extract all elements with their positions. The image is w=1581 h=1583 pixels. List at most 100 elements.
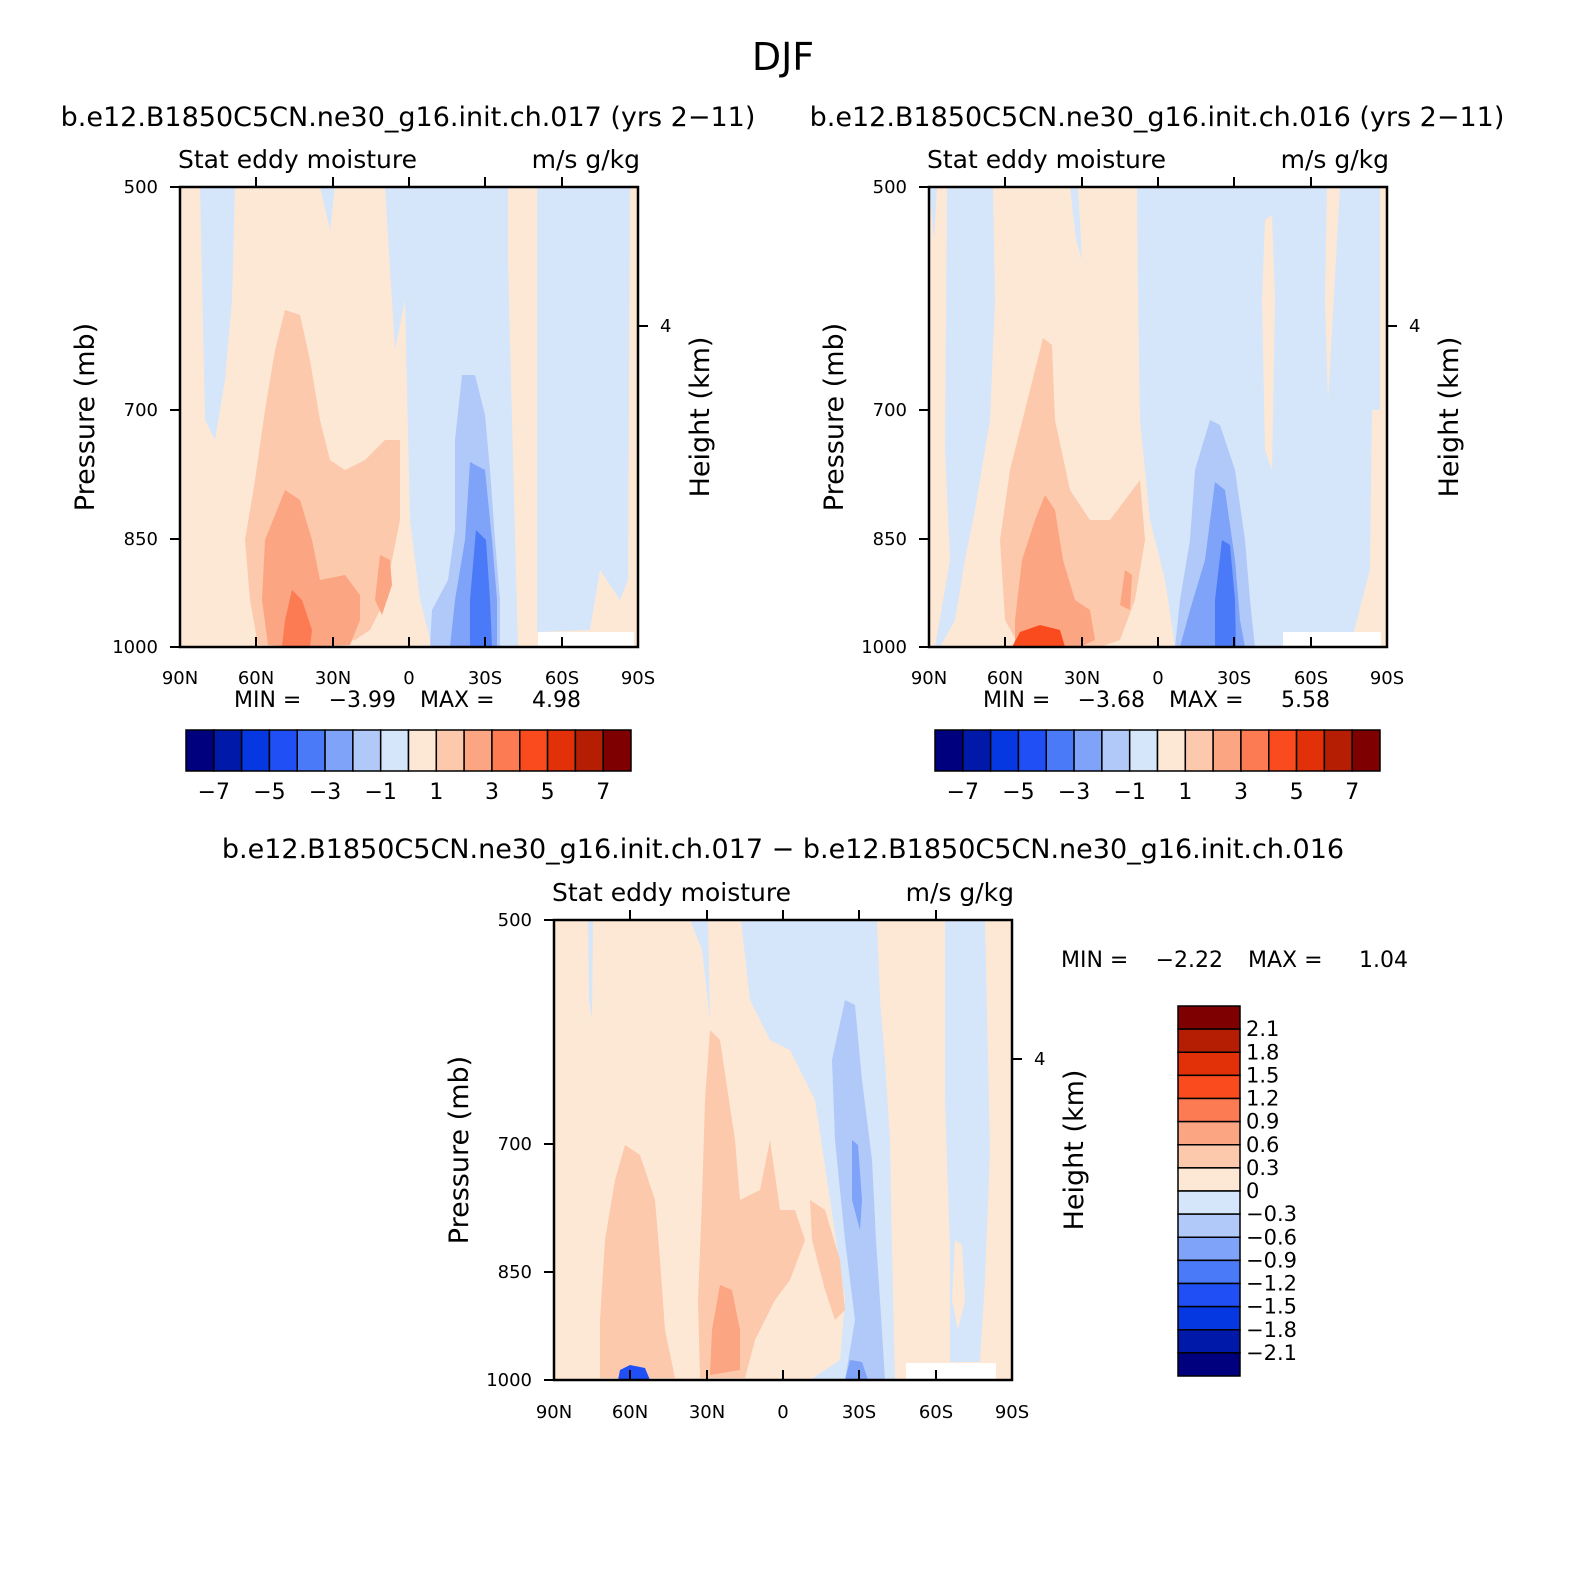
colorbar-box xyxy=(435,729,465,772)
colorbar-box xyxy=(1177,1329,1241,1354)
panel-difference: b.e12.B1850C5CN.ne30_g16.init.ch.017 − b… xyxy=(222,834,1408,1423)
colorbar-box xyxy=(1177,1005,1241,1030)
y2-axis-label: Height (km) xyxy=(1434,337,1465,498)
colorbar-box xyxy=(962,729,992,772)
x-tick-label: 0 xyxy=(777,1402,788,1423)
colorbar-label: 3 xyxy=(1234,780,1248,805)
y-tick-label: 850 xyxy=(498,1262,532,1283)
y-axis-label: Pressure (mb) xyxy=(819,323,850,511)
min-value: −2.22 xyxy=(1156,948,1223,973)
colorbar-label: 1 xyxy=(1178,780,1192,805)
colorbar-box xyxy=(379,729,410,772)
colorbar-box xyxy=(213,729,243,772)
missing-data-patch xyxy=(906,1363,996,1380)
max-label: MAX = xyxy=(420,688,495,713)
y2-axis-label: Height (km) xyxy=(685,337,716,498)
field-region-positive xyxy=(1120,570,1132,610)
colorbar-box xyxy=(463,729,493,772)
colorbar-label: 3 xyxy=(485,780,499,805)
x-tick-label: 30S xyxy=(1217,668,1251,689)
field-region-negative xyxy=(618,1365,650,1380)
colorbar-label: 1 xyxy=(429,780,443,805)
y-tick-label: 850 xyxy=(124,529,158,550)
x-axis-ticks xyxy=(179,177,639,647)
figure-title: DJF xyxy=(752,35,814,79)
colorbar-label: −1.8 xyxy=(1246,1318,1297,1342)
max-value: 5.58 xyxy=(1281,688,1330,713)
panel-subtitle-right: m/s g/kg xyxy=(906,878,1014,907)
y2-axis-label: Height (km) xyxy=(1059,1070,1090,1231)
field-region-negative xyxy=(470,530,492,647)
min-label: MIN = xyxy=(1061,948,1128,973)
y-tick-label: 1000 xyxy=(861,637,907,658)
y-axis-ticks xyxy=(170,186,648,648)
field-region-positive xyxy=(600,1145,675,1378)
x-tick-label: 60S xyxy=(919,1402,953,1423)
min-label: MIN = xyxy=(234,688,301,713)
colorbar-box xyxy=(352,729,382,772)
y-tick-label: 1000 xyxy=(112,637,158,658)
colorbar-label: −1.5 xyxy=(1246,1295,1297,1319)
x-tick-label: 90N xyxy=(911,668,947,689)
y-axis-label: Pressure (mb) xyxy=(70,323,101,511)
field-region-positive xyxy=(1012,625,1065,647)
colorbar-box xyxy=(1156,729,1187,772)
field-region-negative xyxy=(200,187,235,440)
panel-subtitle-left: Stat eddy moisture xyxy=(178,145,417,174)
x-tick-label: 60S xyxy=(545,668,579,689)
field-region-positive xyxy=(282,590,312,647)
field-region-positive xyxy=(1015,495,1095,647)
x-tick-label: 0 xyxy=(1152,668,1163,689)
colorbar-box xyxy=(989,729,1020,772)
panel-subtitle-right: m/s g/kg xyxy=(532,145,640,174)
colorbar-label: 7 xyxy=(1345,780,1359,805)
y-tick-label: 1000 xyxy=(486,1370,532,1391)
x-tick-label: 90S xyxy=(621,668,655,689)
max-value: 1.04 xyxy=(1359,948,1408,973)
colorbar-box xyxy=(296,729,326,772)
colorbar-label: −3 xyxy=(1058,780,1090,805)
colorbar-box xyxy=(1351,729,1381,772)
field-region-negative xyxy=(935,187,995,647)
max-value: 4.98 xyxy=(532,688,581,713)
plot-area xyxy=(552,918,1014,1382)
field-region-negative xyxy=(690,920,710,1020)
colorbar: 2.11.81.51.20.90.60.30−0.3−0.6−0.9−1.2−1… xyxy=(1177,1005,1297,1377)
colorbar-box xyxy=(1177,1074,1241,1100)
colorbar-label: −1 xyxy=(1113,780,1145,805)
colorbar-label: 2.1 xyxy=(1246,1017,1279,1041)
y-tick-label: 500 xyxy=(873,177,907,198)
colorbar-label: 1.5 xyxy=(1246,1063,1279,1087)
field-region-positive xyxy=(375,555,392,615)
field-region-negative xyxy=(1215,540,1236,647)
y2-tick-label: 4 xyxy=(660,316,671,337)
colorbar-box xyxy=(491,729,521,772)
colorbar-label: 0.9 xyxy=(1246,1110,1279,1134)
x-tick-label: 60N xyxy=(612,1402,648,1423)
colorbar-box xyxy=(574,729,604,772)
x-tick-label: 60N xyxy=(238,668,274,689)
y-tick-label: 500 xyxy=(498,910,532,931)
colorbar-label: −7 xyxy=(198,780,230,805)
colorbar-label: 5 xyxy=(1290,780,1304,805)
colorbar-box xyxy=(1177,1305,1241,1331)
field-region-positive xyxy=(262,490,360,647)
colorbar-box xyxy=(1295,729,1326,772)
field-region-negative xyxy=(1070,187,1082,260)
min-label: MIN = xyxy=(983,688,1050,713)
colorbar-box xyxy=(1177,1213,1241,1238)
plot-area xyxy=(178,185,640,649)
field-region-positive xyxy=(710,1285,740,1375)
colorbar-box xyxy=(1045,729,1075,772)
y-tick-label: 700 xyxy=(498,1134,532,1155)
colorbar-box xyxy=(1177,1051,1241,1077)
colorbar-label: −3 xyxy=(309,780,341,805)
field-region-negative xyxy=(320,187,335,230)
x-tick-label: 60S xyxy=(1294,668,1328,689)
colorbar-label: −0.3 xyxy=(1246,1202,1297,1226)
field-region-negative xyxy=(852,1140,862,1230)
y2-tick-label: 4 xyxy=(1409,316,1420,337)
colorbar-box xyxy=(1177,1190,1241,1215)
y-tick-label: 700 xyxy=(124,400,158,421)
